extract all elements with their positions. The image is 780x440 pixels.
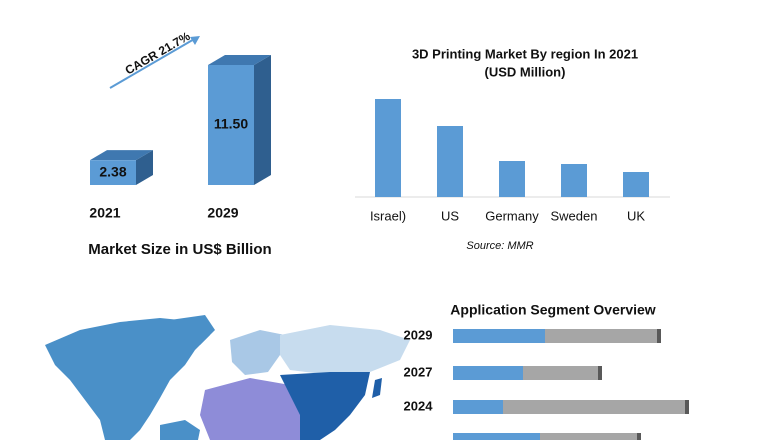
bar <box>375 99 401 197</box>
bar-side <box>136 150 153 185</box>
bar <box>561 164 587 197</box>
bar <box>499 161 525 197</box>
japan <box>372 378 382 398</box>
x-tick-label: UK <box>627 208 645 223</box>
cagr-arrow: CAGR 21.7% <box>109 29 200 89</box>
x-tick-label: Germany <box>485 208 539 223</box>
bar <box>437 126 463 197</box>
y-tick-label: 2024 <box>404 398 434 413</box>
bar-segment <box>453 433 540 440</box>
world-map <box>45 315 410 440</box>
bar-segment <box>523 366 598 380</box>
bar-side <box>254 55 271 185</box>
x-tick-label: US <box>441 208 459 223</box>
value-label: 2.38 <box>99 163 126 179</box>
bar-end <box>598 366 602 380</box>
y-tick-label: 2027 <box>404 364 433 379</box>
region-title: 3D Printing Market By region In 2021 <box>412 46 638 61</box>
x-tick-label: Israel) <box>370 208 406 223</box>
bar-segment <box>453 366 523 380</box>
bar <box>623 172 649 197</box>
y-tick-label: 2029 <box>404 327 433 342</box>
market-size-label: Market Size in US$ Billion <box>88 241 271 258</box>
bar <box>208 65 254 185</box>
cagr-label: CAGR 21.7% <box>123 29 193 78</box>
russia <box>280 325 410 375</box>
arrow-head <box>190 36 200 45</box>
bar-segment <box>453 400 503 414</box>
value-label: 11.50 <box>214 116 248 132</box>
x-tick-label: 2021 <box>89 205 120 221</box>
arrow-line <box>109 37 197 89</box>
x-tick-label: 2029 <box>207 205 238 221</box>
x-tick-label: Sweden <box>551 208 598 223</box>
bar-top <box>208 55 271 65</box>
asia <box>280 372 370 440</box>
bar-segment <box>545 329 657 343</box>
greenland <box>170 315 215 345</box>
bar-segment <box>503 400 685 414</box>
bar-end <box>685 400 689 414</box>
bar-segment <box>453 329 545 343</box>
europe <box>230 330 285 375</box>
source-note: Source: MMR <box>466 240 533 252</box>
bar-top <box>90 150 153 161</box>
bar-end <box>657 329 661 343</box>
application-title: Application Segment Overview <box>450 302 655 318</box>
bar-segment <box>540 433 637 440</box>
north-america <box>45 318 210 440</box>
bar <box>90 160 136 185</box>
africa-middle-east <box>200 378 305 440</box>
bar-end <box>637 433 641 440</box>
region-subtitle: (USD Million) <box>485 64 566 79</box>
south-america <box>160 420 200 440</box>
